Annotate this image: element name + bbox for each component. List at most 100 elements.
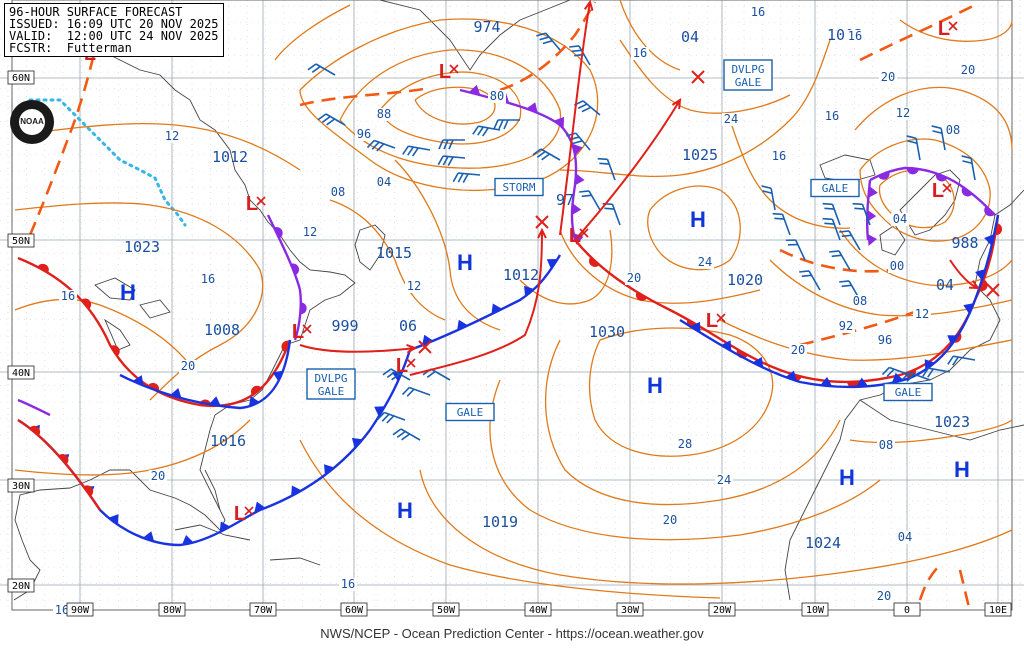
warm-front-symbol — [961, 186, 973, 197]
pressure-value: 1020 — [727, 271, 763, 289]
high-pressure-symbol: H — [397, 498, 413, 523]
svg-text:DVLPG: DVLPG — [731, 63, 764, 76]
isobar — [329, 199, 446, 321]
high-pressure-symbol: H — [690, 207, 706, 232]
isobar-label: 08 — [879, 438, 893, 452]
isobar — [619, 0, 681, 71]
isobar-label-bg — [179, 360, 197, 373]
lat-label: 50N — [7, 233, 35, 248]
isobar — [619, 39, 791, 114]
wind-barb — [961, 155, 976, 181]
isobar — [729, 119, 851, 229]
warm-front-symbol — [290, 263, 300, 276]
pressure-value: 1023 — [124, 238, 160, 256]
isobar-label: 20 — [181, 359, 195, 373]
wind-barb — [376, 411, 406, 424]
cold-front-symbol — [947, 335, 959, 346]
pressure-centers: H 1023 1012 1008 1016 L 974 L 97 L 999 L 06 H 1015 1012… — [84, 18, 979, 552]
svg-text:0: 0 — [904, 605, 910, 616]
pressure-value: 988 — [951, 234, 978, 252]
isobar-label: 00 — [890, 259, 904, 273]
cold-front-symbol — [867, 209, 877, 222]
low-pressure-symbol: L — [932, 180, 952, 202]
isobar-label-bg — [896, 531, 914, 544]
isobar-label: 20 — [627, 271, 641, 285]
svg-text:L: L — [938, 18, 950, 40]
wind-barb — [931, 125, 946, 151]
wind-barb — [579, 190, 601, 211]
wind-barb — [493, 119, 520, 130]
high-pressure-symbol: H — [457, 250, 473, 275]
isobar-labels: 12 16 20 16 20 12 08 04 88 96 80 16 12 20 24 28 24 20 16 20… — [53, 5, 977, 617]
isobar-label: 20 — [791, 343, 805, 357]
storm-tracks — [299, 0, 1000, 376]
svg-text:H: H — [397, 498, 413, 523]
lon-label: 90W — [66, 602, 94, 617]
storm-track-arrow — [299, 344, 416, 353]
warm-front-symbol — [274, 227, 283, 239]
isobar-label: 16 — [341, 577, 355, 591]
lon-label: 80W — [158, 602, 186, 617]
cold-front-symbol — [720, 340, 732, 352]
warm-front-symbol — [37, 263, 49, 273]
wind-barb — [438, 139, 465, 150]
isobar-label-bg — [770, 150, 788, 163]
cold-front-symbol — [526, 102, 538, 113]
cold-front-symbol — [170, 388, 182, 399]
svg-text:40N: 40N — [12, 368, 30, 379]
isobar-label: 04 — [898, 530, 912, 544]
isobar-label-bg — [625, 272, 643, 285]
pressure-value: 1025 — [682, 146, 718, 164]
trough-line — [779, 248, 891, 273]
wind-barb — [785, 239, 806, 261]
isobar-label: 16 — [751, 5, 765, 19]
isobar-label-bg — [375, 108, 393, 121]
pressure-value: 1024 — [805, 534, 841, 552]
wind-barb — [566, 132, 591, 151]
isobars — [14, 0, 1013, 599]
isobar — [489, 379, 881, 541]
warning-label: STORM — [494, 177, 544, 197]
low-pressure-symbol: L — [292, 321, 312, 343]
isobar-label: 04 — [377, 175, 391, 189]
wind-barb — [392, 428, 421, 441]
isobar-label-bg — [722, 113, 740, 126]
isobar-label-bg — [405, 280, 423, 293]
svg-text:GALE: GALE — [457, 406, 484, 419]
isobar-label: 96 — [878, 333, 892, 347]
isobar-label-bg — [823, 110, 841, 123]
svg-text:L: L — [246, 193, 258, 215]
wind-barb — [822, 202, 841, 226]
isobar-label: 80 — [490, 89, 504, 103]
isobar-label-bg — [661, 514, 679, 527]
svg-text:H: H — [457, 250, 473, 275]
trough-line — [499, 1, 597, 92]
warm-front-symbol — [81, 298, 92, 310]
axis-labels: 60N 50N 40N 30N 20N 90W 80W 70W 60W 50W 40W 30W 20W 1… — [7, 70, 1012, 617]
isobar-label-bg — [789, 344, 807, 357]
storm-track-arrow — [409, 229, 543, 376]
isobar-label: 12 — [303, 225, 317, 239]
isobar — [299, 18, 599, 192]
isobar-label: 16 — [201, 272, 215, 286]
isobar-label: 16 — [772, 149, 786, 163]
occluded-front-line — [266, 214, 302, 341]
isobar-label-bg — [375, 176, 393, 189]
svg-text:L: L — [706, 310, 718, 332]
pressure-value: 1015 — [376, 244, 412, 262]
isobar-label-bg — [894, 107, 912, 120]
wind-barb — [829, 250, 851, 271]
lon-label: 60W — [340, 602, 368, 617]
svg-text:DVLPG: DVLPG — [314, 372, 347, 385]
wind-barb — [536, 32, 561, 51]
storm-track-arrowhead — [583, 0, 594, 11]
wind-barb — [472, 125, 501, 137]
isobar — [14, 202, 264, 401]
lat-label: 20N — [7, 578, 35, 593]
lon-label: 30W — [616, 602, 644, 617]
isobar — [544, 339, 841, 506]
wind-barb — [366, 139, 396, 152]
isobar-label-bg — [329, 186, 347, 199]
